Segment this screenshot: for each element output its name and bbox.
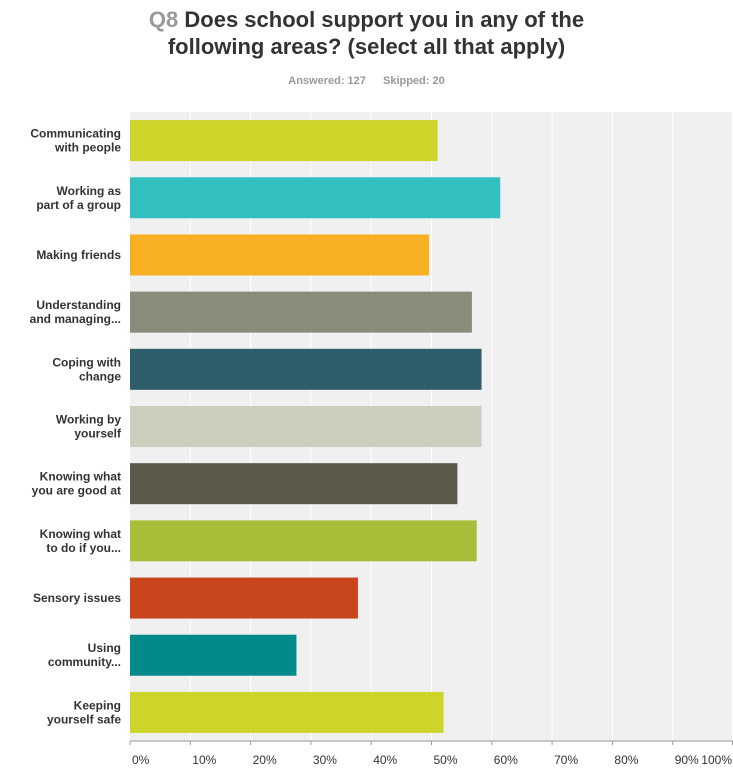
y-tick-label: Using [88,641,121,655]
y-tick-label: you are good at [32,484,121,498]
bar [130,634,297,676]
bar [130,463,458,505]
x-tick-label: 0% [132,753,150,767]
title-text-1: Does school support you in any of the [184,7,585,32]
y-tick-label: community... [48,655,121,669]
skipped-count: Skipped: 20 [382,75,445,87]
chart-title: Q8 Does school support you in any of the… [0,6,733,60]
x-tick-label: 100% [701,753,732,767]
answered-count: Answered: 127 [288,75,366,87]
bar [130,348,482,390]
bar [130,177,501,219]
y-tick-label: Keeping [74,698,121,712]
x-tick-label: 70% [554,753,578,767]
bar [130,520,477,562]
title-line-1: Q8 Does school support you in any of the [0,6,733,33]
x-tick-label: 20% [253,753,277,767]
y-tick-label: Coping with [52,355,121,369]
title-line-2: following areas? (select all that apply) [167,34,566,59]
bar [130,406,482,447]
bar [130,291,472,333]
y-tick-label: with people [54,141,121,155]
y-tick-label: part of a group [36,198,121,212]
y-tick-label: Knowing what [40,470,121,484]
response-stats: Answered: 127 Skipped: 20 [0,75,733,87]
y-tick-label: and managing... [30,312,121,326]
x-tick-label: 90% [675,753,699,767]
bar [130,691,444,733]
y-tick-label: yourself [74,427,122,441]
bar [130,120,438,162]
y-tick-label: to do if you... [46,541,121,555]
y-tick-label: Sensory issues [33,591,121,605]
x-tick-label: 40% [373,753,397,767]
x-tick-label: 10% [192,753,216,767]
x-tick-label: 50% [434,753,458,767]
x-tick-label: 30% [313,753,337,767]
y-tick-label: Making friends [36,248,121,262]
y-tick-label: change [79,369,121,383]
x-tick-label: 60% [494,753,518,767]
question-number: Q8 [148,7,179,32]
y-tick-label: Knowing what [40,527,121,541]
bar [130,234,430,276]
y-tick-label: Understanding [36,298,121,312]
x-tick-label: 80% [614,753,638,767]
y-tick-label: yourself safe [47,712,121,726]
bar [130,577,358,619]
y-tick-label: Communicating [30,127,121,141]
y-tick-label: Working as [57,184,122,198]
y-tick-label: Working by [56,413,121,427]
